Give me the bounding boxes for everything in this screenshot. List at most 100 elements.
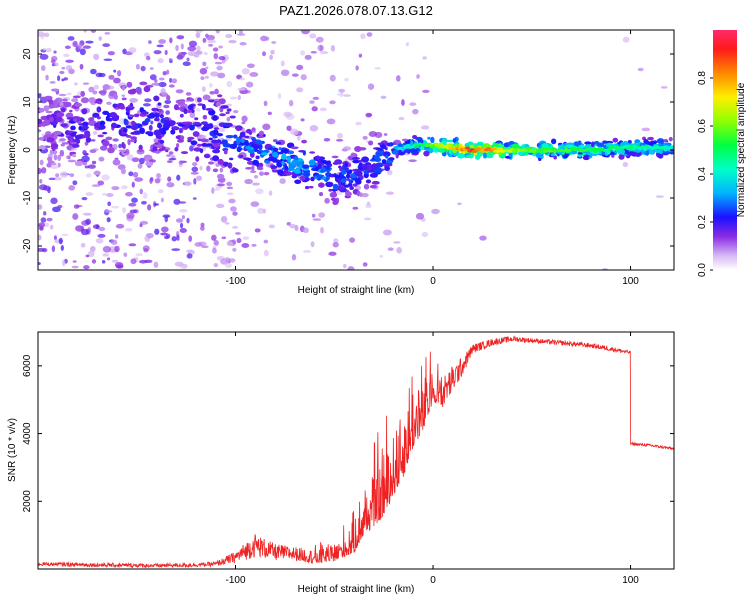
spectrogram-cell [350, 152, 356, 158]
spectrogram-cell [112, 103, 118, 108]
spectrogram-cell [46, 162, 52, 168]
spectrogram-speckle [68, 185, 76, 191]
spectrogram-cell [369, 172, 378, 178]
spectrogram-speckle [347, 266, 355, 270]
spectrogram-cell [157, 122, 162, 129]
spectrogram-speckle [236, 33, 246, 36]
spectrogram-speckle [72, 213, 79, 220]
spectrogram-speckle [211, 187, 215, 194]
spectrogram-cell [291, 159, 300, 165]
spectrogram-speckle [111, 259, 119, 263]
spectrogram-speckle [312, 96, 320, 100]
spectrogram-cell [200, 76, 205, 80]
spectrogram-ridge-cell [497, 147, 504, 151]
spectrogram-speckle [186, 253, 193, 259]
spectrogram-cell [324, 197, 330, 204]
spectrogram-cell [212, 168, 219, 173]
spectrogram-speckle [187, 46, 197, 52]
spectrogram-speckle [212, 247, 217, 254]
spectrogram-speckle [336, 93, 341, 96]
spectrogram-speckle [123, 252, 128, 257]
spectrogram-cell [56, 112, 65, 118]
snr-x-tick-label: 0 [430, 575, 436, 586]
spectrogram-cell [216, 173, 225, 179]
spectrogram-cell [301, 139, 308, 144]
spectrogram-cell [69, 109, 73, 113]
spectrogram-cell [452, 138, 457, 143]
spectrogram-cell [648, 148, 655, 155]
spectrogram-speckle [279, 178, 286, 185]
spectrogram-speckle [329, 100, 336, 105]
spectrogram-cell [364, 171, 370, 175]
spectrogram-speckle [102, 253, 109, 257]
spectrogram-cell [381, 159, 387, 164]
spectrogram-cell [97, 101, 102, 105]
spectrogram-cell [102, 140, 110, 147]
spectrogram-cell [352, 177, 361, 181]
spectrogram-cell [521, 144, 525, 150]
spectrogram-cell [528, 152, 533, 155]
spectrogram-speckle [254, 228, 261, 233]
spectrogram-speckle [202, 37, 207, 43]
spectrogram-cell [90, 139, 96, 142]
spectrogram-cell [409, 148, 418, 154]
spectrogram-cell [309, 151, 316, 154]
spectrogram-cell [385, 154, 389, 159]
spectrogram-cell [271, 165, 278, 169]
spectrogram-cell [192, 121, 201, 126]
spectrogram-cell [196, 143, 202, 147]
spectrogram-cell [330, 197, 337, 201]
spectrogram-speckle [160, 197, 164, 203]
spectrogram-speckle [237, 87, 246, 91]
spectrogram-cell [232, 168, 239, 173]
spectrogram-cell [291, 174, 297, 179]
spectrogram-speckle [232, 211, 238, 216]
spectrogram-x-ticks: -100 0 100 [226, 30, 639, 287]
spectrogram-speckle [214, 188, 220, 191]
spectrogram-speckle [124, 191, 133, 197]
spectrogram-cell [272, 151, 279, 158]
spectrogram-speckle [144, 98, 152, 103]
spectrogram-cell [596, 142, 605, 148]
spectrogram-speckle [323, 137, 331, 142]
spectrogram-speckle [319, 107, 327, 112]
spectrogram-cell [668, 136, 673, 142]
spectrogram-cell [179, 113, 184, 118]
spectrogram-cell [233, 110, 239, 114]
spectrogram-cell [128, 106, 134, 111]
spectrogram-cell [223, 149, 228, 155]
spectrogram-speckle [70, 147, 78, 151]
spectrogram-cell [123, 118, 128, 124]
spectrogram-cell [109, 143, 113, 148]
spectrogram-speckle [311, 106, 318, 112]
spectrogram-cell [303, 170, 310, 177]
spectrogram-speckle [421, 231, 429, 238]
spectrogram-cell [609, 151, 615, 155]
spectrogram-speckle [138, 157, 145, 165]
spectrogram-cell [354, 170, 363, 177]
spectrogram-x-tick-label: -100 [226, 276, 246, 287]
spectrogram-speckle [168, 157, 177, 161]
spectrogram-speckle [83, 30, 87, 33]
spectrogram-cell [577, 140, 582, 146]
spectrogram-cell [283, 148, 288, 155]
spectrogram-cell [74, 134, 83, 140]
spectrogram-speckle [199, 165, 203, 171]
spectrogram-speckle [101, 259, 106, 264]
spectrogram-cell [168, 84, 175, 88]
spectrogram-speckle [85, 173, 92, 178]
spectrogram-cell [73, 118, 78, 122]
spectrogram-cell [240, 142, 248, 146]
spectrogram-speckle [45, 47, 52, 53]
spectrogram-speckle [226, 241, 234, 247]
spectrogram-cell [188, 124, 195, 131]
spectrogram-speckle [178, 160, 184, 165]
spectrogram-speckle [61, 233, 69, 237]
spectrogram-speckle [63, 53, 70, 58]
spectrogram-cell [79, 117, 85, 122]
spectrogram-speckle [296, 64, 304, 71]
spectrogram-speckle [188, 235, 193, 242]
spectrogram-speckle [245, 81, 254, 88]
spectrogram-speckle [79, 48, 86, 56]
